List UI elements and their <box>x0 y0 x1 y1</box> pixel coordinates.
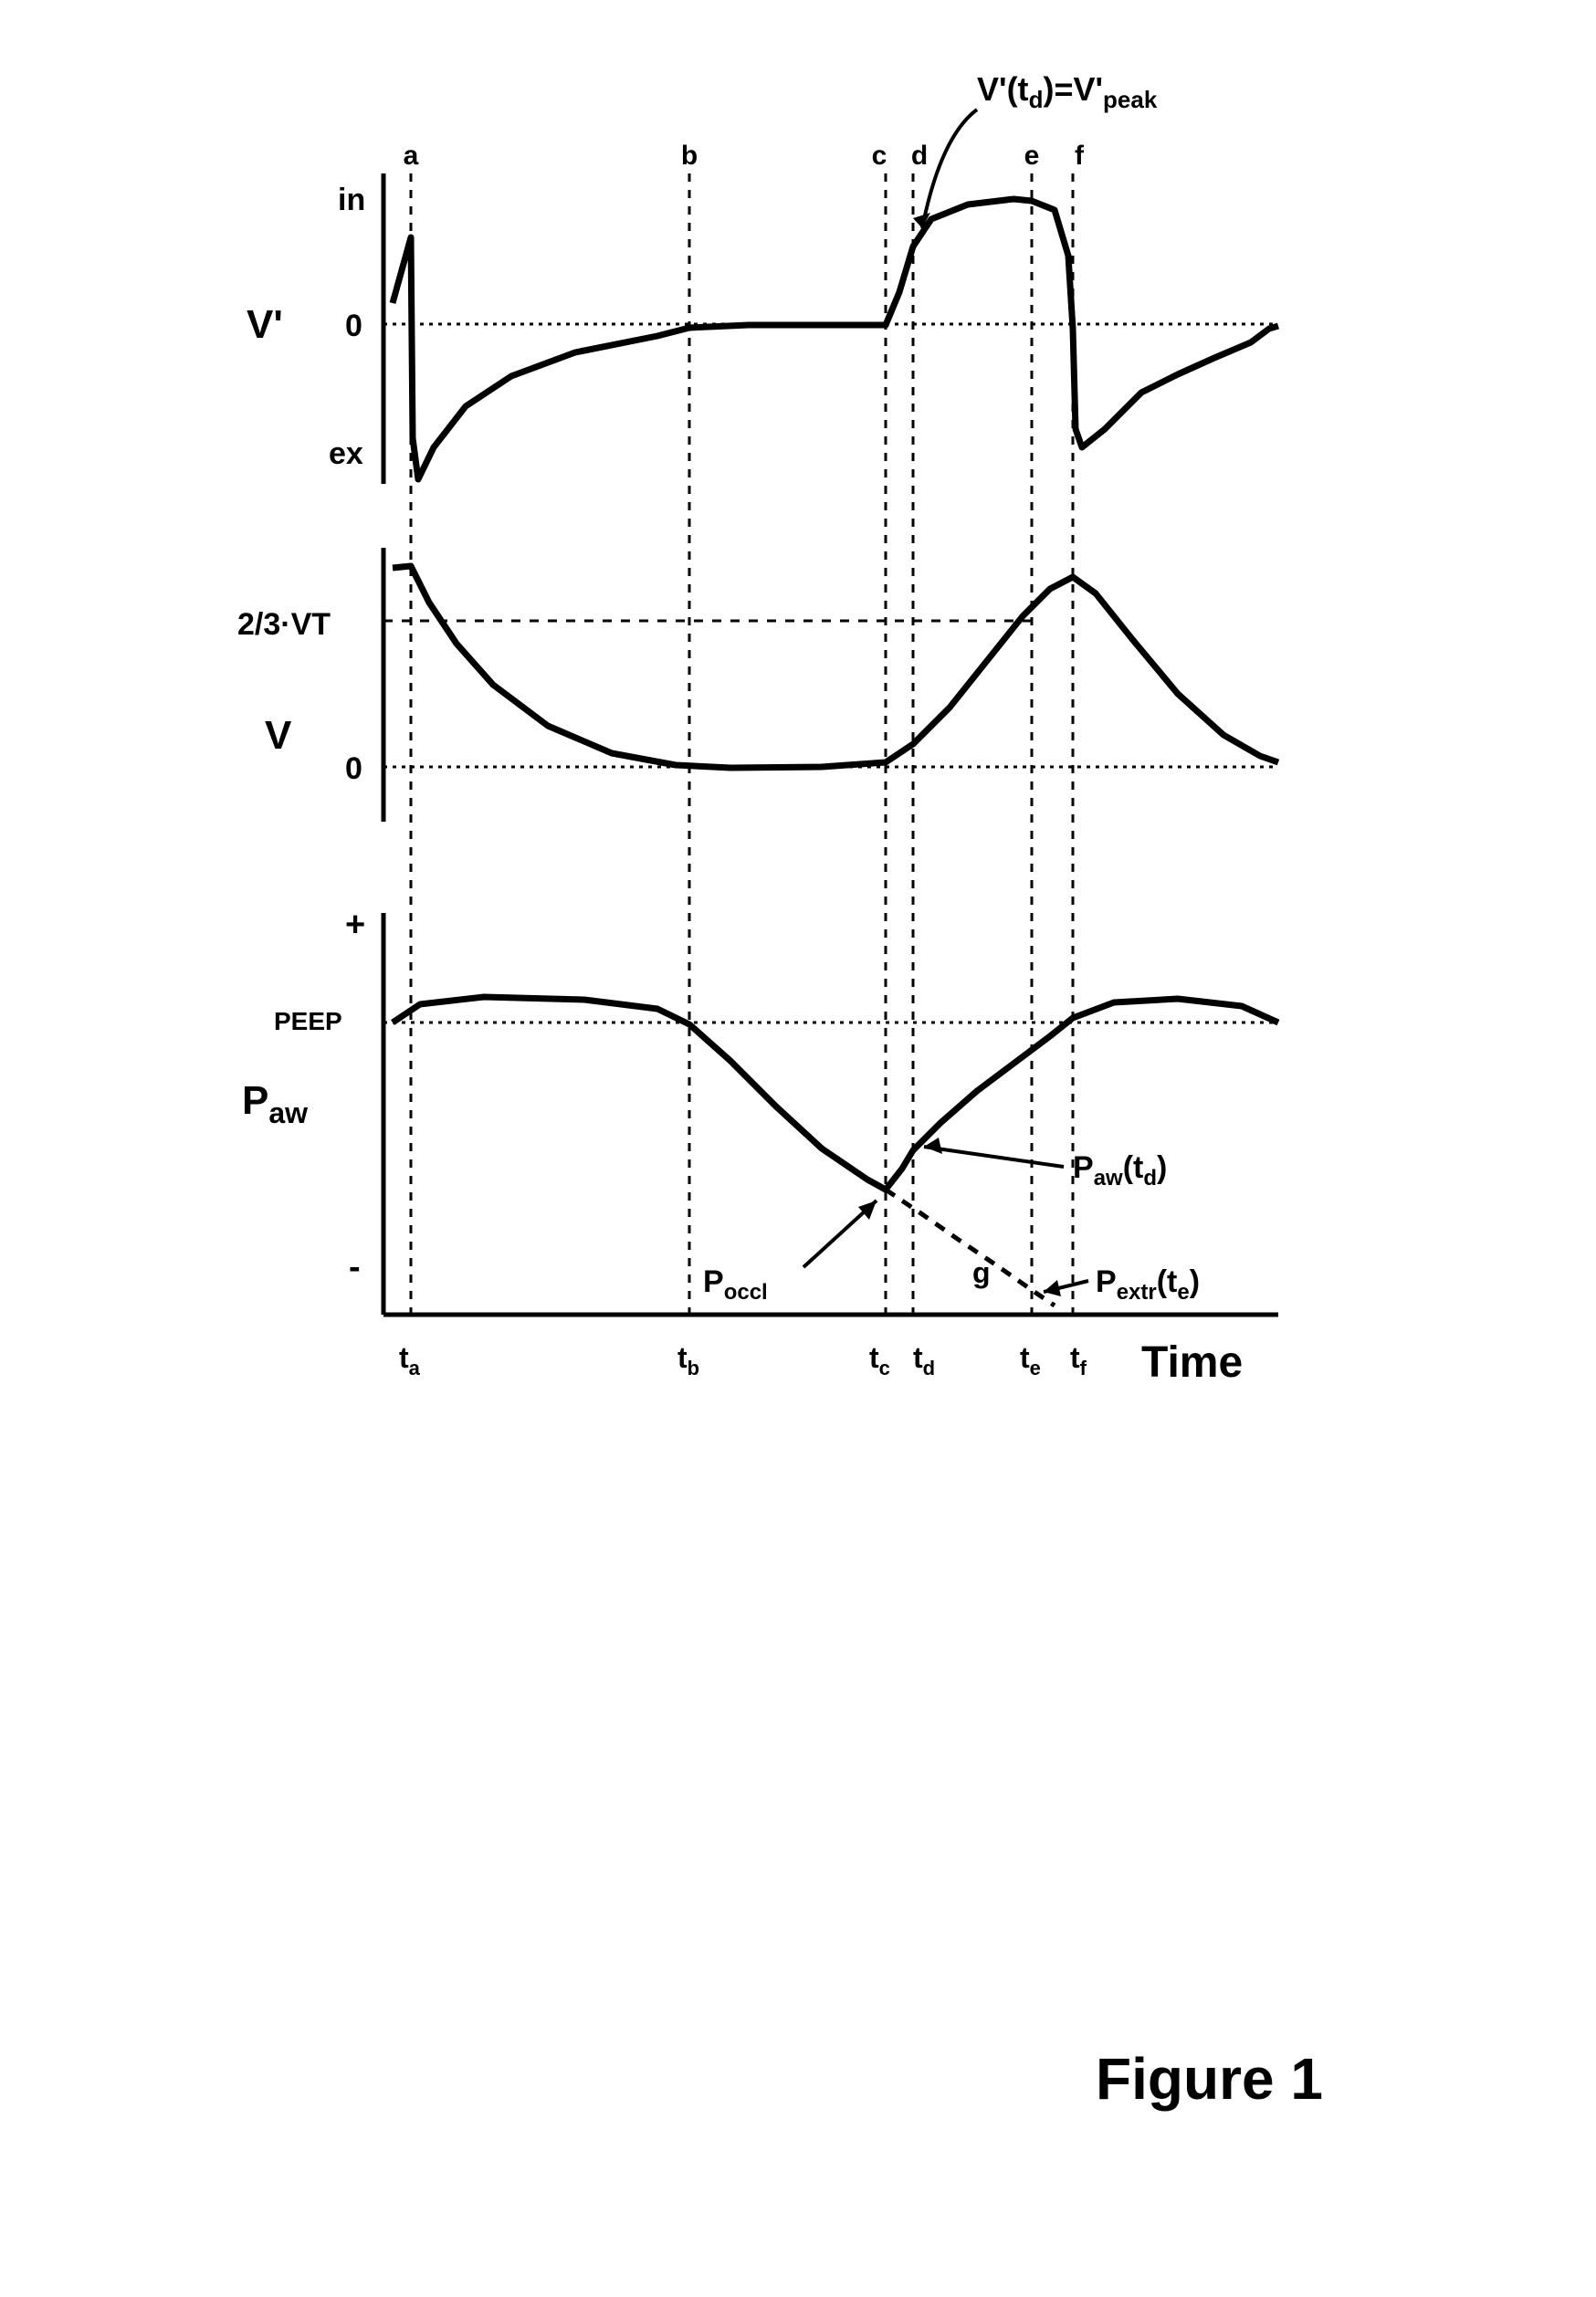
svg-text:b: b <box>681 141 698 171</box>
annotation-pextr-te: Pextr(te) <box>1044 1264 1200 1305</box>
vline-top-labels: a b c d e f <box>404 141 1085 171</box>
svg-text:f: f <box>1075 141 1085 171</box>
tick-in: in <box>338 183 365 217</box>
vprime-curve <box>393 199 1278 479</box>
tick-plus: + <box>345 906 365 944</box>
svg-text:d: d <box>911 141 928 171</box>
svg-text:Poccl: Poccl <box>703 1264 768 1305</box>
tick-zero-v: 0 <box>345 751 362 786</box>
panel-paw: + PEEP - Paw Paw(td) Poccl g <box>242 906 1278 1315</box>
paw-curve <box>393 997 1278 1190</box>
svg-text:ta: ta <box>399 1341 421 1379</box>
svg-text:tf: tf <box>1070 1341 1087 1379</box>
svg-text:te: te <box>1020 1341 1041 1379</box>
figure-caption: Figure 1 <box>1096 2045 1323 2113</box>
xaxis-label: Time <box>1141 1338 1243 1387</box>
tick-minus: - <box>349 1248 361 1286</box>
paw-extrapolation <box>886 1190 1055 1306</box>
panel-v: 2/3·VT 0 V <box>237 548 1278 822</box>
svg-text:a: a <box>404 141 419 171</box>
svg-text:V'(td)=V'peak: V'(td)=V'peak <box>977 70 1158 113</box>
ylabel-vprime: V' <box>247 302 283 347</box>
annotation-paw-td: Paw(td) <box>924 1138 1167 1190</box>
svg-text:td: td <box>913 1341 935 1379</box>
v-curve <box>393 566 1278 768</box>
tick-23vt: 2/3·VT <box>237 607 331 642</box>
ylabel-paw: Paw <box>242 1078 308 1129</box>
svg-text:tb: tb <box>677 1341 699 1379</box>
tick-zero-vprime: 0 <box>345 309 362 343</box>
figure-svg: a b c d e f in 0 ex V' V'(td)=V'peak <box>183 110 1370 1616</box>
svg-text:tc: tc <box>869 1341 890 1379</box>
annotation-g: g <box>972 1256 991 1289</box>
panel-vprime: in 0 ex V' V'(td)=V'peak <box>247 70 1278 484</box>
tick-ex: ex <box>329 436 363 471</box>
x-tick-labels: ta tb tc td te tf <box>399 1341 1087 1379</box>
svg-text:Paw(td): Paw(td) <box>1073 1150 1167 1190</box>
annotation-poccl: Poccl <box>703 1201 877 1305</box>
svg-text:e: e <box>1024 141 1040 171</box>
figure-container: a b c d e f in 0 ex V' V'(td)=V'peak <box>183 110 1370 1616</box>
svg-text:Pextr(te): Pextr(te) <box>1096 1264 1200 1305</box>
svg-text:c: c <box>872 141 887 171</box>
tick-peep: PEEP <box>274 1007 342 1035</box>
ylabel-v: V <box>265 713 292 758</box>
vertical-guides <box>411 173 1073 1315</box>
